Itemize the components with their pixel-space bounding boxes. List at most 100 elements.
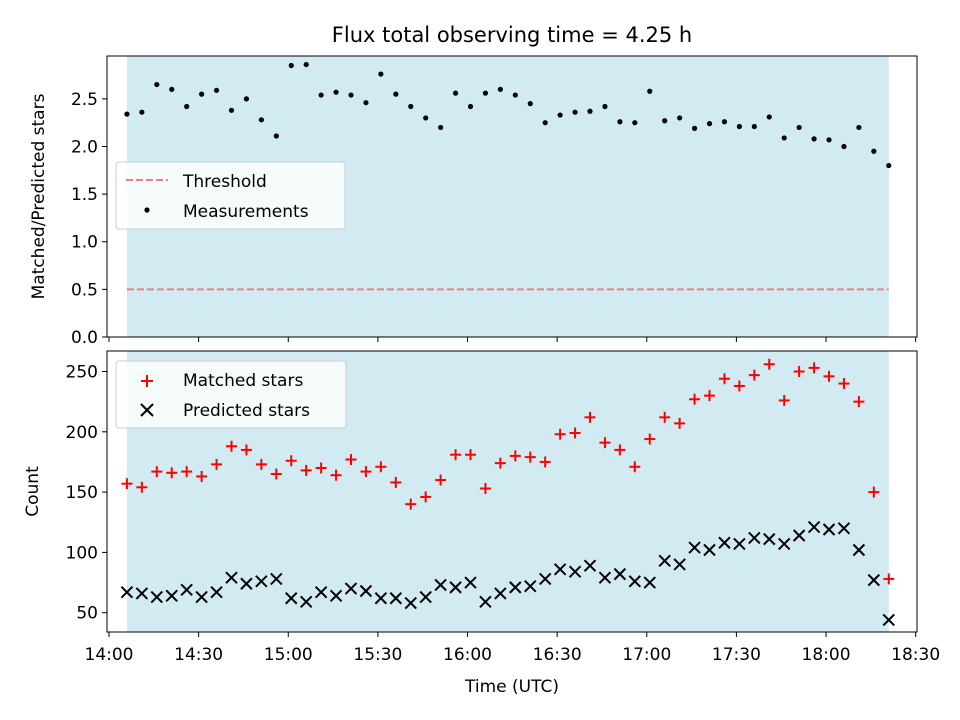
measurement-point bbox=[542, 120, 548, 126]
predicted-star-point bbox=[538, 572, 552, 586]
matched-star-point bbox=[763, 358, 775, 370]
predicted-star-point bbox=[270, 572, 283, 586]
measurement-point bbox=[213, 87, 220, 93]
matched-star-point bbox=[539, 456, 551, 468]
measurement-point bbox=[796, 124, 802, 131]
measurement-point bbox=[766, 114, 772, 120]
x-tick-label: 18:00 bbox=[802, 645, 851, 665]
matched-star-point bbox=[733, 380, 745, 392]
matched-star-point bbox=[435, 474, 447, 486]
matched-star-point bbox=[584, 411, 596, 423]
y-tick-label: 1.0 bbox=[71, 233, 98, 253]
top-panel: 0.0 0.5 1.0 1.5 2.0 2.5 Matched/Predicted sta… bbox=[29, 55, 918, 348]
measurement-point bbox=[184, 103, 190, 110]
measurement-point bbox=[273, 133, 279, 139]
y-tick-label: 2.5 bbox=[71, 90, 98, 110]
measurement-point bbox=[736, 123, 742, 130]
predicted-star-point bbox=[225, 571, 238, 584]
matched-star-point bbox=[211, 458, 223, 470]
predicted-star-point bbox=[792, 529, 806, 542]
figure-title: Flux total observing time = 4.25 h bbox=[332, 23, 692, 47]
predicted-star-point bbox=[240, 577, 253, 590]
measurement-point bbox=[662, 118, 668, 124]
measurement-points bbox=[124, 61, 892, 169]
bottom-panel: 50 100 150 200 250 14:00 14:30 15:00 15:30 16:00… bbox=[23, 350, 940, 697]
matched-star-point bbox=[405, 498, 417, 510]
matched-star-point bbox=[390, 476, 402, 488]
predicted-star-point bbox=[852, 543, 866, 557]
predicted-star-point bbox=[583, 559, 597, 572]
measurement-point bbox=[258, 117, 264, 123]
predicted-star-point bbox=[688, 541, 701, 554]
measurement-point bbox=[139, 109, 145, 115]
bottom-axes-frame bbox=[106, 350, 918, 633]
matched-star-point bbox=[748, 369, 760, 381]
predicted-star-point bbox=[374, 592, 388, 605]
matched-star-point bbox=[838, 378, 850, 390]
matched-star-point bbox=[315, 462, 327, 474]
y-tick-label: 100 bbox=[66, 543, 98, 563]
predicted-star-point bbox=[299, 595, 313, 609]
matched-star-point bbox=[255, 458, 267, 470]
matched-star-point bbox=[240, 444, 252, 456]
matched-star-point bbox=[136, 481, 148, 493]
predicted-star-point bbox=[837, 522, 851, 535]
measurement-point bbox=[378, 71, 384, 77]
matched-star-point bbox=[360, 466, 372, 478]
predicted-star-point bbox=[210, 585, 223, 599]
measurement-point bbox=[557, 112, 563, 118]
bottom-x-ticks: 14:00 14:30 15:00 15:30 16:00 16:30 17:00 17:30… bbox=[85, 632, 940, 665]
bottom-y-ticks: 50 100 150 200 250 bbox=[66, 363, 107, 624]
measurement-point bbox=[318, 92, 324, 98]
legend-matched-swatch bbox=[141, 375, 153, 387]
measurement-point bbox=[871, 148, 877, 154]
y-tick-label: 1.5 bbox=[71, 185, 98, 205]
bottom-legend: Matched stars Predicted stars bbox=[115, 360, 347, 429]
x-tick-label: 18:30 bbox=[891, 645, 940, 665]
predicted-star-point bbox=[464, 576, 477, 589]
measurement-point bbox=[243, 96, 250, 102]
predicted-star-point bbox=[822, 523, 836, 536]
measurement-point bbox=[826, 137, 832, 143]
y-tick-label: 0.5 bbox=[71, 280, 98, 300]
matched-star-point bbox=[883, 573, 895, 585]
x-tick-label: 16:30 bbox=[533, 645, 582, 665]
measurement-point bbox=[841, 143, 847, 150]
predicted-star-point bbox=[882, 613, 895, 627]
measurement-point bbox=[781, 135, 787, 141]
measurement-point bbox=[691, 125, 698, 131]
measurement-point bbox=[333, 89, 339, 95]
measurement-point bbox=[154, 81, 160, 88]
matched-star-point bbox=[808, 362, 820, 374]
predicted-star-point bbox=[568, 565, 582, 578]
y-tick-label: 50 bbox=[76, 604, 98, 624]
measurement-point bbox=[169, 86, 175, 92]
measurement-point bbox=[572, 109, 578, 115]
matched-star-point bbox=[375, 461, 387, 473]
predicted-star-point bbox=[763, 532, 776, 546]
measurement-point bbox=[228, 107, 235, 113]
measurement-point bbox=[408, 103, 414, 110]
predicted-star-point bbox=[733, 537, 746, 551]
matched-star-point bbox=[270, 468, 282, 480]
predicted-star-point bbox=[867, 573, 881, 587]
matched-star-point bbox=[868, 486, 880, 498]
predicted-star-point bbox=[509, 581, 522, 594]
predicted-star-point bbox=[419, 590, 432, 604]
measurement-point bbox=[288, 62, 294, 69]
measurement-point bbox=[527, 101, 533, 107]
bottom-legend-box bbox=[115, 360, 347, 429]
matched-star-point bbox=[853, 396, 865, 408]
predicted-star-point bbox=[598, 571, 612, 584]
predicted-star-point bbox=[718, 536, 731, 549]
measurement-point bbox=[677, 115, 683, 121]
matched-star-point bbox=[644, 433, 656, 445]
predicted-star-point bbox=[344, 582, 358, 595]
predicted-star-point bbox=[643, 576, 656, 589]
predicted-star-point bbox=[150, 590, 164, 604]
measurement-point bbox=[647, 88, 653, 94]
matched-star-point bbox=[689, 393, 701, 405]
measurement-point bbox=[632, 120, 638, 126]
measurement-point bbox=[497, 86, 503, 92]
